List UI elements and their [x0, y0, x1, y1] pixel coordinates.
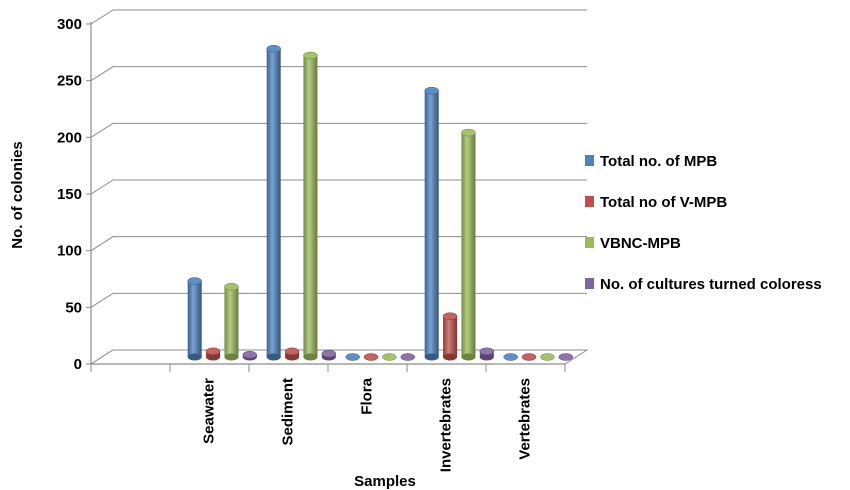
y-tick-label: 300 [57, 16, 82, 33]
bar-body [187, 281, 202, 357]
legend-label: Total no. of MPB [600, 153, 717, 170]
bar [479, 347, 495, 361]
legend: Total no. of MPB Total no of V-MPB VBNC-MP… [585, 153, 822, 293]
legend-swatch [585, 155, 594, 166]
bar-top [224, 282, 239, 291]
bar-top [558, 353, 574, 361]
x-tick-label: Seawater [201, 378, 218, 444]
bar-base [461, 353, 476, 361]
bar-top [363, 353, 379, 361]
bar-top [442, 312, 458, 320]
bar-body [224, 286, 239, 357]
bar-top [382, 353, 397, 361]
bar-top [521, 353, 537, 361]
legend-item: Total no. of MPB [585, 153, 717, 170]
gridline [90, 179, 587, 195]
bar [284, 347, 300, 361]
x-axis-title: Samples [354, 473, 416, 490]
x-tick-label: Invertebrates [438, 378, 455, 472]
bar [266, 44, 281, 361]
bar-top [187, 277, 202, 285]
bar-base [266, 353, 281, 361]
bar-top [266, 44, 281, 53]
bar-body [443, 316, 458, 357]
bar-top [424, 86, 439, 95]
legend-item: VBNC-MPB [585, 235, 681, 252]
gridline [90, 236, 587, 252]
bar [224, 282, 239, 361]
bar [558, 353, 574, 361]
bar-top [284, 347, 300, 356]
bar [187, 277, 202, 361]
bar-top [400, 353, 416, 361]
x-tick-label: Sediment [280, 378, 297, 446]
bar [442, 312, 458, 361]
bar-top [205, 347, 221, 356]
bar [303, 51, 318, 361]
legend-label: Total no of V-MPB [600, 194, 727, 211]
y-tick-label: 250 [57, 73, 82, 90]
bar [424, 86, 439, 361]
bar [461, 128, 476, 361]
bar [400, 353, 416, 361]
bars [187, 44, 574, 361]
legend-label: VBNC-MPB [600, 235, 681, 252]
x-tick-label: Flora [359, 377, 376, 414]
gridlines [90, 9, 587, 365]
bar [345, 353, 360, 361]
bar-base [285, 353, 300, 361]
legend-swatch [585, 278, 594, 289]
bar-base [479, 353, 494, 361]
bar [521, 353, 537, 361]
bar [382, 353, 397, 361]
bar-base [206, 353, 221, 361]
legend-swatch [585, 237, 594, 248]
bar-top [461, 128, 476, 137]
y-tick-label: 200 [57, 129, 82, 146]
bar-top [479, 347, 495, 356]
bar [242, 350, 258, 361]
legend-label: No. of cultures turned coloress [600, 276, 822, 293]
gridline [90, 9, 587, 25]
gridline [90, 292, 587, 308]
y-tick-label: 50 [65, 299, 82, 316]
bar-base [424, 353, 439, 361]
bar [205, 347, 221, 361]
bar-top [321, 349, 337, 358]
x-tick-labels: Seawater Sediment Flora Invertebrates Verteb… [201, 377, 534, 472]
x-tick-label: Vertebrates [517, 378, 534, 460]
legend-item: No. of cultures turned coloress [585, 276, 822, 293]
bar-base [443, 353, 458, 361]
y-tick-label: 150 [57, 186, 82, 203]
bar-body [424, 90, 439, 358]
bar-base [224, 353, 239, 361]
gridline [90, 66, 587, 82]
bar [363, 353, 379, 361]
bar [540, 353, 555, 361]
legend-item: Total no of V-MPB [585, 194, 727, 211]
bar-top [540, 353, 555, 361]
bar [321, 349, 337, 361]
bar [503, 353, 518, 361]
bar-base [303, 353, 318, 361]
y-axis-title: No. of colonies [9, 141, 26, 249]
gridline [90, 122, 587, 138]
axes [86, 22, 589, 372]
bar-body [303, 55, 318, 358]
bar-top [303, 51, 318, 60]
bar-top [345, 353, 360, 361]
bar-body [461, 132, 476, 357]
bar-top [242, 350, 258, 359]
y-tick-labels: 0 50 100 150 200 250 300 [57, 16, 82, 373]
bar-body [266, 48, 281, 357]
bar-base [187, 353, 202, 361]
y-tick-label: 0 [74, 356, 82, 373]
y-tick-label: 100 [57, 243, 82, 260]
bar-top [503, 353, 518, 361]
legend-swatch [585, 196, 594, 207]
